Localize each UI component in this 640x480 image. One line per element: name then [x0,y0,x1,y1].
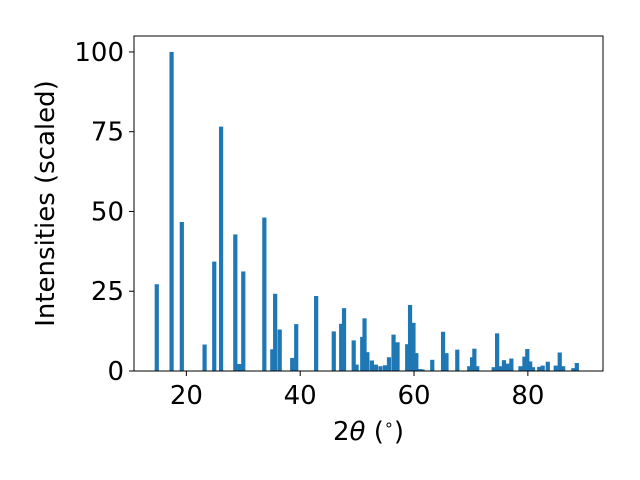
bar [382,365,388,371]
x-tick-label: 40 [284,381,317,411]
bar [495,333,500,371]
bar [273,293,278,371]
bar [290,357,295,371]
bar [154,284,159,371]
bar [530,367,536,371]
bars-group [154,51,579,371]
bar [277,329,282,371]
bar [467,366,472,371]
bar [405,344,410,371]
bar [378,366,383,371]
bar [179,222,184,371]
bar [522,356,527,371]
bar [509,358,514,371]
bar [561,366,566,371]
plot-frame [133,35,604,372]
y-axis-label: Intensities (scaled) [31,80,61,327]
x-tick-label: 60 [397,381,430,411]
bar [270,349,275,371]
bar [407,304,413,371]
y-tick-label: 75 [91,118,124,148]
bar [444,353,449,371]
bar [314,296,319,371]
bar [440,331,446,371]
bar [169,51,174,371]
bar [362,318,367,371]
y-tick-label: 50 [91,197,124,227]
y-ticks-group: 0 25 50 75 100 [74,38,134,387]
bar [354,364,359,371]
y-tick-label: 100 [74,38,124,68]
bar [417,369,422,371]
y-tick-label: 0 [107,357,124,387]
bar [294,324,299,371]
bar [331,331,336,371]
bar [557,352,562,371]
x-tick-label: 20 [170,381,203,411]
bar [430,359,435,371]
bar [505,363,510,371]
bar [472,348,477,371]
bar [341,308,347,371]
y-tick-label: 25 [91,277,124,307]
bar [475,366,480,371]
bar [218,126,224,371]
x-axis-label: 2θ (∘) [333,415,404,447]
bar [571,368,576,371]
bar [395,342,400,371]
bar [540,365,545,371]
bar [369,360,375,371]
bar [525,348,530,371]
bar [420,369,425,371]
bar [386,357,392,371]
bar [241,271,246,371]
bar [351,340,356,371]
x-tick-label: 80 [511,381,544,411]
bar [233,234,238,371]
bar [545,361,550,371]
bar [574,363,579,371]
bar [365,352,370,371]
x-ticks-group: 20 40 60 80 [170,371,544,411]
bar [518,366,523,371]
bar [501,360,507,371]
bar [391,334,396,371]
bar [528,361,533,371]
bar [491,367,496,371]
bar [262,217,267,371]
bar [455,349,460,371]
bar [553,365,558,371]
bar [339,323,344,371]
bar [202,344,207,371]
bar [373,364,378,371]
bar [360,336,365,371]
bar [537,366,542,371]
bar [497,366,503,371]
bar [237,363,242,371]
bar [469,357,475,371]
bar [411,322,416,371]
bar [414,353,419,371]
bar [212,261,217,371]
